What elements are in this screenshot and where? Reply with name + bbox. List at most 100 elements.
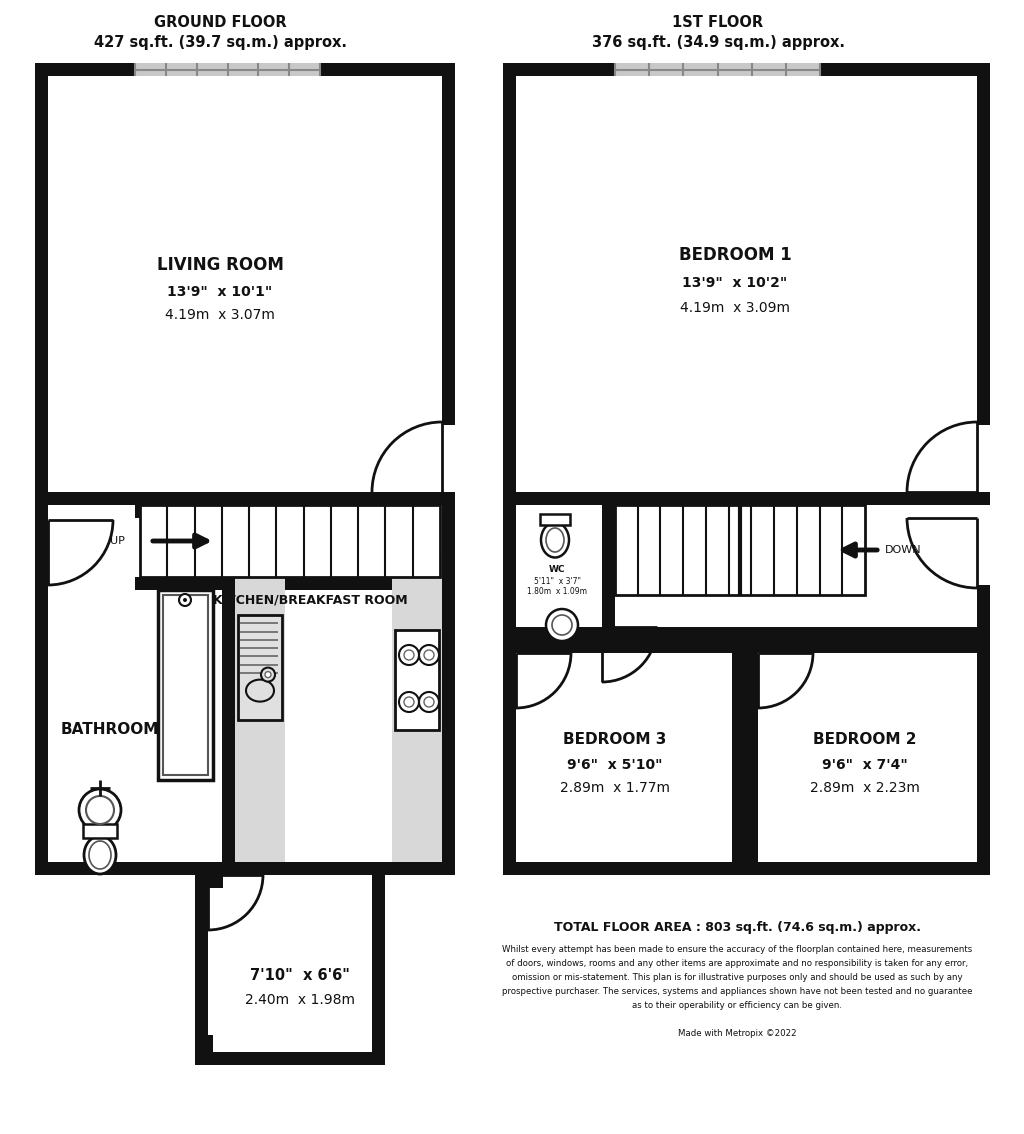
Bar xyxy=(503,627,615,640)
Text: 1.80m  x 1.09m: 1.80m x 1.09m xyxy=(527,586,587,595)
Ellipse shape xyxy=(546,609,578,641)
Text: ENTRANCE HALL: ENTRANCE HALL xyxy=(243,565,357,578)
Bar xyxy=(222,585,234,875)
Text: omission or mis-statement. This plan is for illustrative purposes only and shoul: omission or mis-statement. This plan is … xyxy=(512,973,963,982)
Circle shape xyxy=(399,645,419,665)
Bar xyxy=(503,862,745,875)
Text: DOWN: DOWN xyxy=(885,545,922,555)
Bar xyxy=(135,577,455,590)
Circle shape xyxy=(404,650,414,660)
Text: 2.89m  x 2.23m: 2.89m x 2.23m xyxy=(810,781,920,795)
Bar xyxy=(615,505,865,595)
Bar xyxy=(163,595,208,775)
Text: as to their operability or efficiency can be given.: as to their operability or efficiency ca… xyxy=(632,1001,842,1010)
Text: 4.19m  x 3.09m: 4.19m x 3.09m xyxy=(680,301,790,315)
Ellipse shape xyxy=(546,528,564,552)
Bar xyxy=(503,505,516,640)
Ellipse shape xyxy=(246,679,274,702)
Text: UPBOARD: UPBOARD xyxy=(642,545,703,555)
Circle shape xyxy=(419,692,439,712)
Text: 9'6"  x 5'10": 9'6" x 5'10" xyxy=(567,758,663,772)
Bar xyxy=(503,492,990,505)
Circle shape xyxy=(424,697,434,706)
Bar xyxy=(238,615,282,720)
Ellipse shape xyxy=(84,836,116,874)
Bar xyxy=(442,492,455,590)
Bar xyxy=(442,64,455,425)
Text: of doors, windows, rooms and any other items are approximate and no responsibili: of doors, windows, rooms and any other i… xyxy=(506,959,968,968)
Text: LANDING: LANDING xyxy=(752,637,828,652)
Bar xyxy=(503,640,745,653)
Bar xyxy=(35,862,234,875)
Text: BATHROOM: BATHROOM xyxy=(60,722,159,737)
Circle shape xyxy=(183,598,187,602)
Bar xyxy=(602,505,615,640)
Text: 1ST FLOOR
376 sq.ft. (34.9 sq.m.) approx.: 1ST FLOOR 376 sq.ft. (34.9 sq.m.) approx… xyxy=(592,15,845,50)
Bar xyxy=(195,875,223,888)
Text: LIVING ROOM: LIVING ROOM xyxy=(157,256,284,274)
Bar xyxy=(35,64,48,505)
Circle shape xyxy=(424,650,434,660)
Circle shape xyxy=(265,671,271,678)
Ellipse shape xyxy=(86,796,114,824)
Bar xyxy=(503,64,990,76)
Text: prospective purchaser. The services, systems and appliances shown have not been : prospective purchaser. The services, sys… xyxy=(502,987,972,996)
Bar xyxy=(745,862,990,875)
Bar xyxy=(392,555,442,862)
Bar xyxy=(977,585,990,640)
Text: KITCHEN/BREAKFAST ROOM: KITCHEN/BREAKFAST ROOM xyxy=(213,593,408,607)
Bar xyxy=(195,875,208,1065)
Bar xyxy=(83,824,117,838)
Text: UP: UP xyxy=(111,536,125,545)
Bar xyxy=(395,631,439,730)
Text: WC: WC xyxy=(549,566,565,575)
Bar xyxy=(745,640,758,875)
Bar xyxy=(540,514,570,525)
Text: 13'9"  x 10'2": 13'9" x 10'2" xyxy=(682,276,787,290)
Text: BEDROOM 1: BEDROOM 1 xyxy=(679,246,792,264)
Bar xyxy=(977,64,990,425)
Bar xyxy=(195,1052,385,1065)
Bar xyxy=(234,555,285,862)
Bar xyxy=(234,555,248,568)
Text: BEDROOM 2: BEDROOM 2 xyxy=(813,733,916,747)
Ellipse shape xyxy=(541,523,569,558)
Bar xyxy=(745,640,990,653)
Ellipse shape xyxy=(79,789,121,831)
Ellipse shape xyxy=(89,841,111,869)
Text: Whilst every attempt has been made to ensure the accuracy of the floorplan conta: Whilst every attempt has been made to en… xyxy=(502,945,972,954)
Circle shape xyxy=(399,692,419,712)
Bar xyxy=(503,64,516,505)
Bar xyxy=(442,555,455,568)
Bar xyxy=(140,505,440,577)
Bar xyxy=(135,64,319,76)
Text: 2.40m  x 1.98m: 2.40m x 1.98m xyxy=(245,993,355,1007)
Circle shape xyxy=(179,594,191,606)
Circle shape xyxy=(404,697,414,706)
Text: 13'9"  x 10'1": 13'9" x 10'1" xyxy=(167,285,272,299)
Text: GROUND FLOOR
427 sq.ft. (39.7 sq.m.) approx.: GROUND FLOOR 427 sq.ft. (39.7 sq.m.) app… xyxy=(93,15,346,50)
Text: TOTAL FLOOR AREA : 803 sq.ft. (74.6 sq.m.) approx.: TOTAL FLOOR AREA : 803 sq.ft. (74.6 sq.m… xyxy=(554,921,921,933)
Text: STAIRS: STAIRS xyxy=(771,545,815,555)
Bar xyxy=(615,64,820,76)
Bar xyxy=(234,862,455,875)
Bar xyxy=(158,590,213,780)
Bar xyxy=(35,492,455,505)
Bar xyxy=(615,627,990,640)
Circle shape xyxy=(261,668,275,682)
Text: BEDROOM 3: BEDROOM 3 xyxy=(563,733,667,747)
Text: Made with Metropix ©2022: Made with Metropix ©2022 xyxy=(678,1029,797,1038)
Bar xyxy=(977,640,990,875)
Bar xyxy=(372,875,385,1065)
Bar xyxy=(503,640,516,875)
Bar xyxy=(35,64,455,76)
Bar xyxy=(442,555,455,875)
Bar xyxy=(195,1035,213,1065)
Bar xyxy=(732,640,745,875)
Bar xyxy=(503,627,516,640)
Text: 7'10"  x 6'6": 7'10" x 6'6" xyxy=(250,967,350,982)
Ellipse shape xyxy=(552,615,572,635)
Text: 4.19m  x 3.07m: 4.19m x 3.07m xyxy=(165,308,274,322)
Circle shape xyxy=(419,645,439,665)
Text: 9'6"  x 7'4": 9'6" x 7'4" xyxy=(822,758,908,772)
